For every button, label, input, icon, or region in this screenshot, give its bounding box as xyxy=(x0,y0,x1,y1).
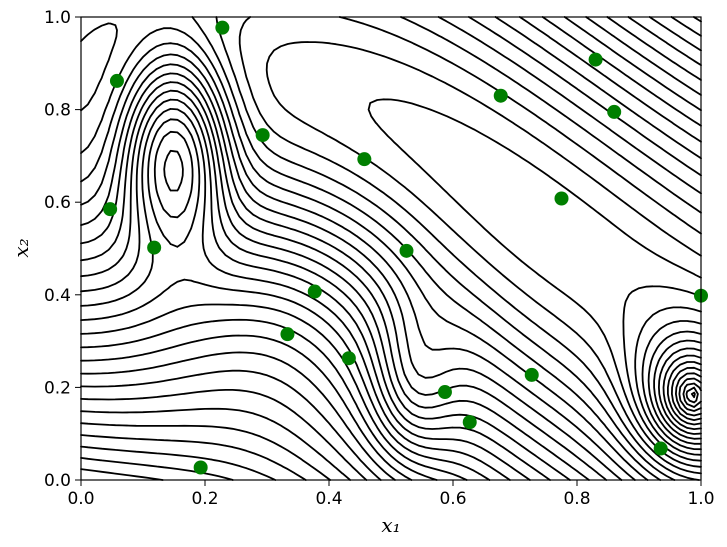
data-point xyxy=(147,240,162,255)
y-tick-label: 0.8 xyxy=(44,101,71,121)
plot-frame xyxy=(80,16,702,481)
y-tick-label: 0.0 xyxy=(44,471,71,491)
data-point xyxy=(307,284,322,299)
y-tick-label: 0.6 xyxy=(44,193,71,213)
y-tick-label: 1.0 xyxy=(44,8,71,28)
data-point xyxy=(109,73,124,88)
x-axis-label: 𝑥₁ xyxy=(381,513,400,537)
data-point xyxy=(437,385,452,400)
data-point xyxy=(588,52,603,67)
data-point xyxy=(255,128,270,143)
y-tick-label: 0.4 xyxy=(44,286,71,306)
data-point xyxy=(193,460,208,475)
data-point xyxy=(215,20,230,35)
data-point xyxy=(357,152,372,167)
data-point xyxy=(653,441,668,456)
x-axis-ticks: 0.0 0.2 0.4 0.6 0.8 1.0 xyxy=(67,480,715,509)
data-point xyxy=(103,202,118,217)
data-point xyxy=(280,327,295,342)
y-tick-label: 0.2 xyxy=(44,378,71,398)
data-point xyxy=(462,415,477,430)
data-points xyxy=(103,20,708,475)
x-tick-label: 0.0 xyxy=(67,489,94,509)
x-tick-label: 0.4 xyxy=(315,489,342,509)
y-axis-ticks: 0.0 0.2 0.4 0.6 0.8 1.0 xyxy=(44,8,81,491)
data-point xyxy=(607,104,622,119)
y-axis-label: 𝑥₂ xyxy=(9,238,33,257)
contour-path xyxy=(80,16,702,481)
data-point xyxy=(493,88,508,103)
x-tick-label: 1.0 xyxy=(687,489,714,509)
data-point xyxy=(341,351,356,366)
data-point xyxy=(554,191,569,206)
x-tick-label: 0.2 xyxy=(191,489,218,509)
data-point xyxy=(399,243,414,258)
data-point xyxy=(524,367,539,382)
x-tick-label: 0.8 xyxy=(563,489,590,509)
contour-lines xyxy=(80,16,702,481)
x-tick-label: 0.6 xyxy=(439,489,466,509)
